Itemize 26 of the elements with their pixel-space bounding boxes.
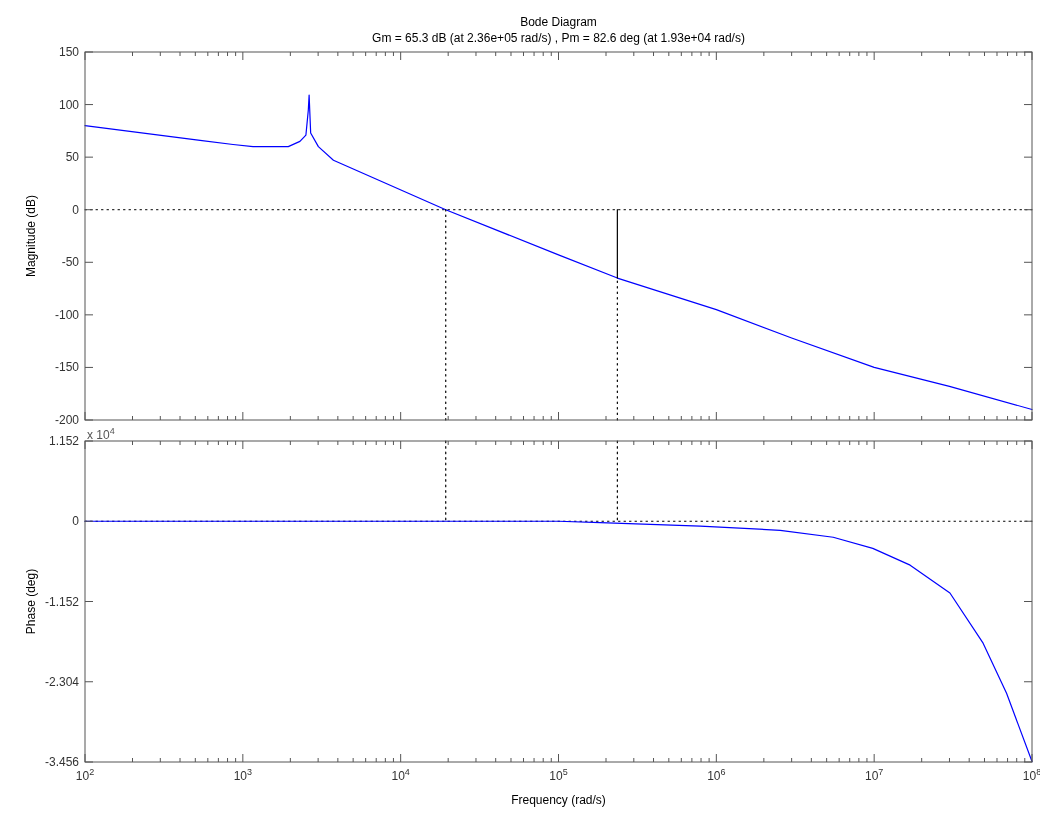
x-tick-label: 10$^{5}$ xyxy=(549,767,568,783)
x-tick-label: 10$^{3}$ xyxy=(233,767,253,783)
chart-title: Bode Diagram xyxy=(520,15,597,29)
y-tick-label: 1.152 xyxy=(48,434,80,448)
x-tick-label: 10$^{6}$ xyxy=(707,767,726,783)
y-tick-label: -3.456 xyxy=(44,755,80,769)
y-tick-label: 0 xyxy=(72,202,80,217)
y-tick-label: 150 xyxy=(58,45,80,59)
y-axis-title: Magnitude (dB) xyxy=(24,194,38,278)
y-axis-title: Phase (deg) xyxy=(24,568,38,635)
y-tick-label: 50 xyxy=(65,150,80,165)
y-tick-label: -2.304 xyxy=(44,674,80,689)
y-tick-label: 100 xyxy=(58,97,80,112)
x-tick-label: 10$^{2}$ xyxy=(75,767,95,783)
chart-subtitle: Gm = 65.3 dB (at 2.36e+05 rad/s) , Pm = 82.6 deg (at 1.93e+04 rad/s) xyxy=(372,31,745,45)
y-tick-label: -150 xyxy=(54,360,80,375)
y-tick-label: -50 xyxy=(61,255,80,270)
annotation: x 10$^{4}$ xyxy=(87,426,115,442)
y-tick-label: -100 xyxy=(54,307,80,322)
x-tick-label: 10$^{4}$ xyxy=(391,767,410,783)
x-tick-label: 10$^{8}$ xyxy=(1022,767,1040,783)
y-tick-label: -1.152 xyxy=(44,594,80,609)
y-tick-label: -200 xyxy=(54,413,80,427)
y-tick-label: 0 xyxy=(72,514,80,529)
x-axis-title: Frequency (rad/s) xyxy=(511,793,606,807)
x-tick-label: 10$^{7}$ xyxy=(864,767,884,783)
